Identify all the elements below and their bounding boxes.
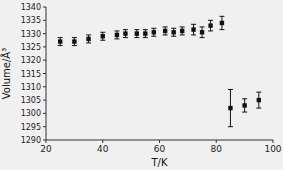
- y-axis-label: Volume/Å³: [0, 48, 12, 99]
- y-tick: [43, 73, 46, 74]
- point: [135, 31, 139, 35]
- plot-area: [58, 16, 262, 126]
- point: [123, 31, 127, 35]
- error-bar: [72, 38, 77, 46]
- error-bar: [256, 92, 261, 108]
- y-tick-label: 1305: [21, 96, 41, 105]
- y-tick-label: 1295: [21, 123, 41, 132]
- y-tick-label: 1315: [21, 70, 41, 79]
- x-tick-label: 80: [211, 144, 223, 154]
- y-tick-label: 1320: [21, 56, 41, 65]
- point: [180, 29, 184, 33]
- x-tick-label: 40: [97, 144, 109, 154]
- error-bar: [151, 28, 156, 36]
- x-tick: [102, 140, 103, 143]
- x-tick: [273, 140, 274, 143]
- error-bar: [191, 24, 196, 35]
- error-bar: [208, 20, 213, 31]
- y-tick-label: 1310: [21, 83, 41, 92]
- point: [101, 34, 105, 38]
- y-tick: [43, 46, 46, 47]
- error-bar: [219, 16, 224, 29]
- error-bar: [163, 27, 168, 35]
- point: [208, 23, 212, 27]
- point: [115, 33, 119, 37]
- y-tick: [43, 113, 46, 114]
- chart: 20 40 60 80 100 1290 1295 1300 1305 1310 1315 1320 1…: [0, 0, 283, 170]
- x-tick-label: 100: [264, 144, 281, 154]
- point: [163, 29, 167, 33]
- point: [86, 37, 90, 41]
- point: [171, 30, 175, 34]
- point: [58, 39, 62, 43]
- y-tick-label: 1290: [21, 136, 41, 145]
- x-axis-label: T/K: [150, 157, 167, 168]
- y-tick-label: 1340: [21, 3, 41, 12]
- error-bar: [114, 31, 119, 39]
- y-tick: [43, 60, 46, 61]
- point: [152, 30, 156, 34]
- y-tick: [43, 86, 46, 87]
- y-tick-label: 1325: [21, 43, 41, 52]
- point: [257, 98, 261, 102]
- error-bar: [123, 30, 128, 38]
- y-tick: [43, 100, 46, 101]
- error-bar: [180, 27, 185, 35]
- y-tick-label: 1330: [21, 30, 41, 39]
- error-bar: [200, 27, 205, 38]
- y-tick: [43, 33, 46, 34]
- point: [72, 39, 76, 43]
- y-tick-label: 1335: [21, 16, 41, 25]
- error-bar: [58, 38, 63, 46]
- point: [191, 27, 195, 31]
- error-bar: [100, 32, 105, 40]
- y-tick-label: 1300: [21, 109, 41, 118]
- y-tick: [43, 7, 46, 8]
- point: [143, 31, 147, 35]
- error-bar: [143, 30, 148, 38]
- x-tick-label: 20: [40, 144, 52, 154]
- error-bar: [134, 30, 139, 38]
- x-tick: [216, 140, 217, 143]
- error-bar: [86, 35, 91, 43]
- error-bar: [171, 28, 176, 36]
- error-bar: [242, 99, 247, 112]
- y-tick: [43, 140, 46, 141]
- x-tick-label: 60: [154, 144, 166, 154]
- point: [220, 21, 224, 25]
- point: [200, 30, 204, 34]
- point: [228, 106, 232, 110]
- x-tick: [159, 140, 160, 143]
- y-tick: [43, 20, 46, 21]
- error-bar: [228, 89, 233, 126]
- point: [242, 103, 246, 107]
- y-tick: [43, 126, 46, 127]
